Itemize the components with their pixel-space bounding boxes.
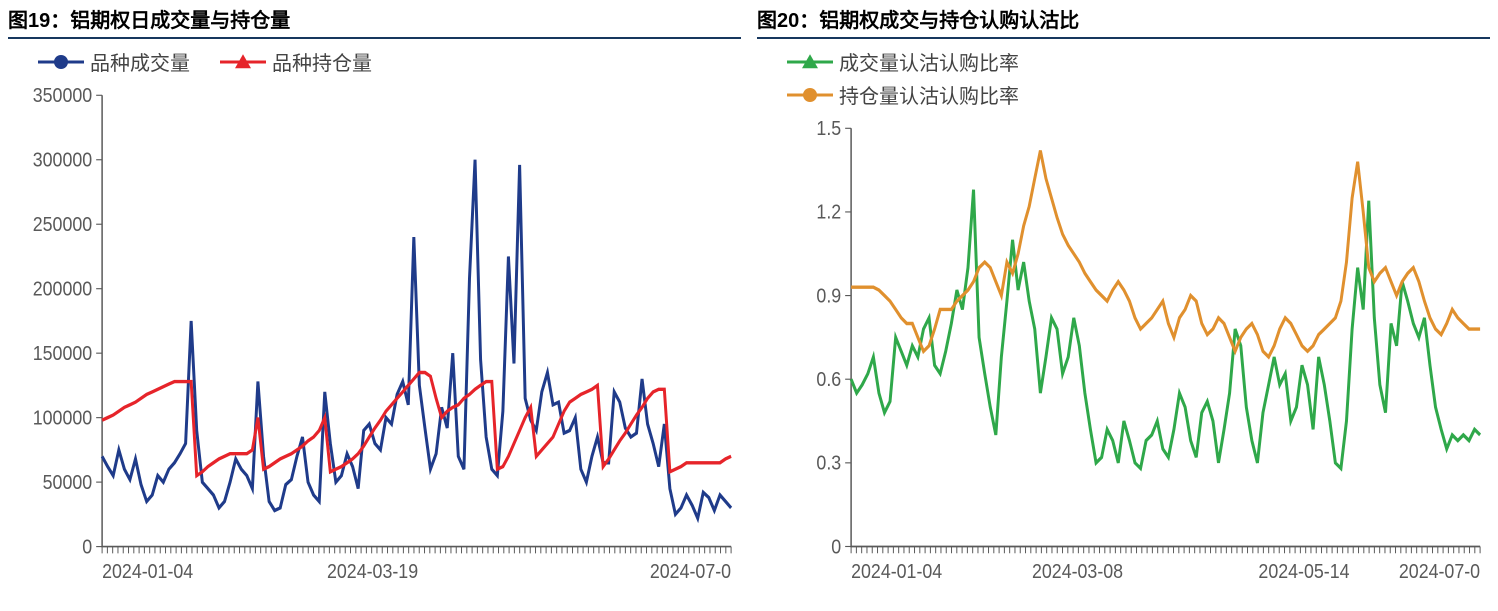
svg-text:0: 0	[82, 536, 92, 558]
svg-text:2024-07-0: 2024-07-0	[650, 561, 731, 583]
svg-text:2024-03-19: 2024-03-19	[327, 561, 418, 583]
circle-icon	[787, 85, 833, 105]
right-title: 图20：铝期权成交与持仓认购认沽比	[757, 4, 1490, 39]
svg-text:100000: 100000	[33, 407, 92, 429]
right-panel: 图20：铝期权成交与持仓认购认沽比 成交量认沽认购比率 持仓量认沽认购比率 00…	[749, 0, 1498, 611]
right-chart: 0 0.3 0.6 0.9 1.2 1.5 2024-01-04 2024-03-08 2024…	[757, 117, 1490, 603]
legend-label: 成交量认沽认购比率	[839, 47, 1019, 76]
svg-text:0.3: 0.3	[816, 453, 841, 475]
right-legend: 成交量认沽认购比率 持仓量认沽认购比率	[757, 39, 1490, 117]
triangle-icon	[220, 52, 266, 72]
svg-text:2024-01-04: 2024-01-04	[851, 561, 942, 583]
circle-icon	[38, 52, 84, 72]
svg-text:2024-07-0: 2024-07-0	[1399, 561, 1480, 583]
legend-item-volume: 品种成交量	[38, 47, 190, 76]
legend-item-oi: 品种持仓量	[220, 47, 372, 76]
svg-text:150000: 150000	[33, 343, 92, 365]
left-panel: 图19：铝期权日成交量与持仓量 品种成交量 品种持仓量 0 50000 100000…	[0, 0, 749, 611]
left-chart: 0 50000 100000 150000 200000 250000 300000 3500…	[8, 84, 741, 603]
legend-item-oi-ratio: 持仓量认沽认购比率	[787, 80, 1019, 109]
svg-text:2024-01-04: 2024-01-04	[102, 561, 193, 583]
svg-text:50000: 50000	[43, 472, 93, 494]
svg-text:250000: 250000	[33, 214, 92, 236]
svg-text:0: 0	[831, 536, 841, 558]
svg-text:350000: 350000	[33, 85, 92, 107]
legend-label: 品种成交量	[90, 47, 190, 76]
legend-label: 品种持仓量	[272, 47, 372, 76]
svg-text:2024-03-08: 2024-03-08	[1032, 561, 1123, 583]
left-title: 图19：铝期权日成交量与持仓量	[8, 4, 741, 39]
svg-text:300000: 300000	[33, 150, 92, 172]
svg-text:200000: 200000	[33, 278, 92, 300]
svg-text:0.9: 0.9	[816, 285, 841, 307]
svg-text:1.5: 1.5	[816, 118, 841, 140]
legend-item-vol-ratio: 成交量认沽认购比率	[787, 47, 1019, 76]
svg-text:0.6: 0.6	[816, 369, 841, 391]
svg-text:1.2: 1.2	[816, 202, 841, 224]
legend-label: 持仓量认沽认购比率	[839, 80, 1019, 109]
left-legend: 品种成交量 品种持仓量	[8, 39, 741, 84]
triangle-icon	[787, 52, 833, 72]
svg-text:2024-05-14: 2024-05-14	[1258, 561, 1349, 583]
